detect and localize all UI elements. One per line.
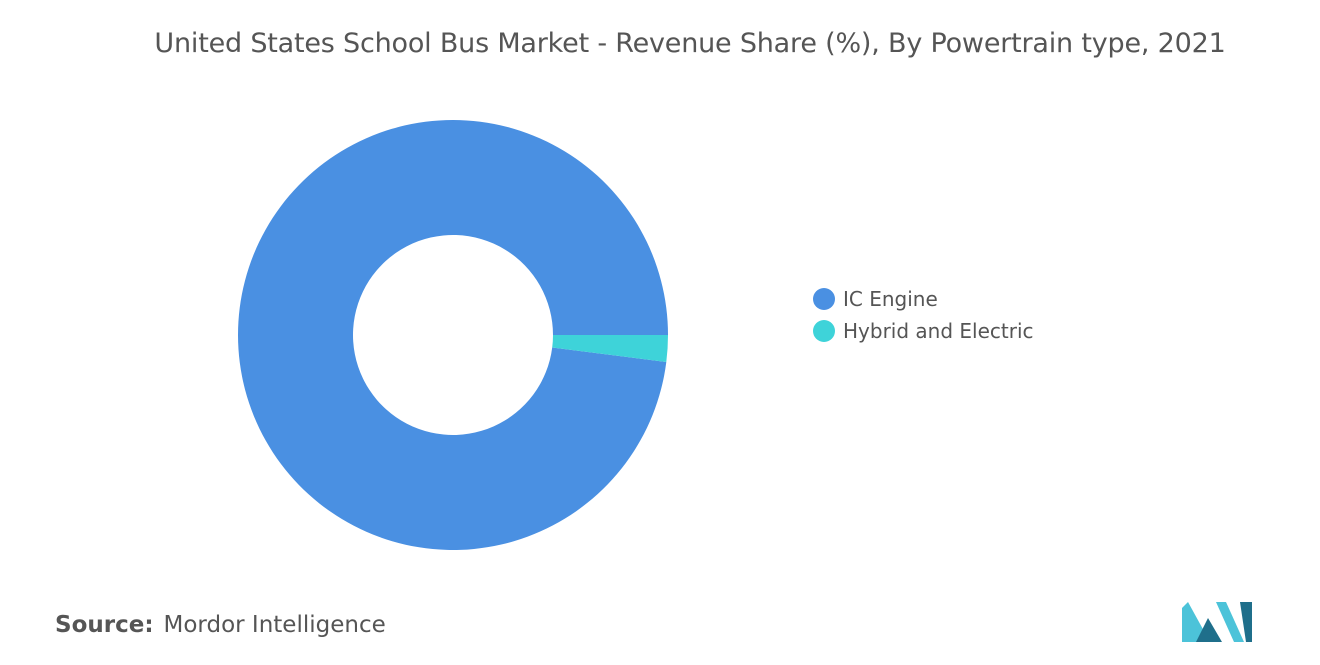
logo-shape-right-b: [1240, 602, 1252, 642]
source-label: Source:: [55, 612, 154, 638]
donut-chart: [238, 120, 669, 551]
logo-shape-mid: [1196, 618, 1222, 642]
legend: IC Engine Hybrid and Electric: [813, 283, 1034, 347]
donut-slices: [238, 120, 669, 551]
legend-label-ic-engine: IC Engine: [843, 287, 938, 311]
source-note: Source: Mordor Intelligence: [55, 612, 386, 638]
source-value: Mordor Intelligence: [163, 612, 386, 638]
mordor-intelligence-logo-icon: [1182, 602, 1252, 642]
legend-label-hybrid-electric: Hybrid and Electric: [843, 319, 1034, 343]
legend-item-hybrid-electric[interactable]: Hybrid and Electric: [813, 315, 1034, 347]
chart-title: United States School Bus Market - Revenu…: [154, 28, 1226, 59]
logo-shape-right-a: [1216, 602, 1244, 642]
slice-ic-engine[interactable]: [238, 120, 669, 551]
legend-swatch-ic-engine: [813, 288, 835, 310]
legend-item-ic-engine[interactable]: IC Engine: [813, 283, 1034, 315]
legend-swatch-hybrid-electric: [813, 320, 835, 342]
slice-hybrid-electric[interactable]: [552, 335, 668, 362]
